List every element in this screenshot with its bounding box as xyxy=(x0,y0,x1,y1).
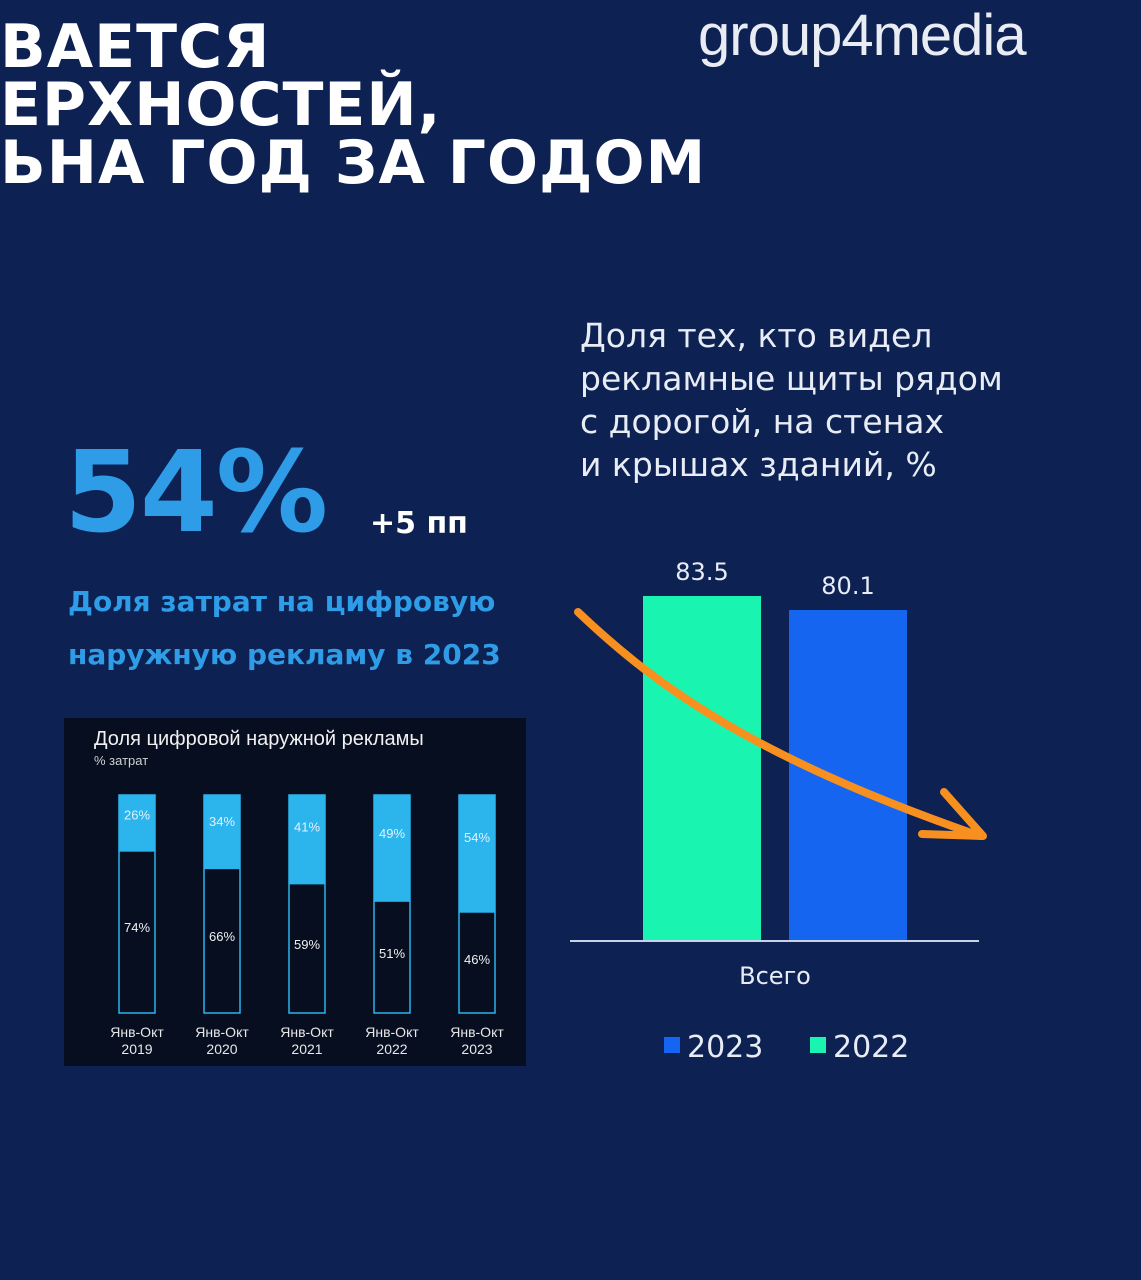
highlight-caption-line-2: наружную рекламу в 2023 xyxy=(68,638,501,671)
category-label: Всего xyxy=(739,962,811,990)
inset-bar-digital-2022 xyxy=(374,795,410,902)
bar-value-label-2022: 83.5 xyxy=(675,558,728,586)
inset-digital-label-2019: 26% xyxy=(124,808,150,823)
page-title: ВАЕТСЯ ЕРХНОСТЕЙ, ЬНА ГОД ЗА ГОДОМ xyxy=(0,12,707,198)
inset-digital-label-2020: 34% xyxy=(209,814,235,829)
inset-x-label-line1-2023: Янв-Окт xyxy=(450,1024,504,1040)
inset-x-label-line2-2020: 2020 xyxy=(206,1041,237,1057)
inset-digital-label-2023: 54% xyxy=(464,830,490,845)
highlight-value: 54% xyxy=(64,428,328,558)
bar-value-label-2023: 80.1 xyxy=(821,572,874,600)
inset-other-label-2020: 66% xyxy=(209,929,235,944)
digital-share-chart-title: Доля цифровой наружной рекламы xyxy=(94,728,424,750)
inset-x-label-line1-2021: Янв-Окт xyxy=(280,1024,334,1040)
billboard-chart-title-line-3: с дорогой, на стенах xyxy=(580,402,945,441)
inset-bar-digital-2019 xyxy=(119,795,155,852)
brand-logo: group4media xyxy=(698,2,1027,69)
legend-label-2023: 2023 xyxy=(687,1030,763,1065)
inset-x-label-line2-2019: 2019 xyxy=(121,1041,152,1057)
title-line-1: ВАЕТСЯ xyxy=(0,12,271,82)
inset-digital-label-2022: 49% xyxy=(379,826,405,841)
inset-x-label-line1-2020: Янв-Окт xyxy=(195,1024,249,1040)
legend-label-2022: 2022 xyxy=(833,1030,909,1065)
bar-2022 xyxy=(643,596,761,940)
title-line-3: ЬНА ГОД ЗА ГОДОМ xyxy=(0,128,707,198)
inset-x-label-line1-2022: Янв-Окт xyxy=(365,1024,419,1040)
inset-other-label-2021: 59% xyxy=(294,937,320,952)
trend-arrowhead-icon xyxy=(918,788,987,840)
legend-swatch-2022 xyxy=(810,1037,826,1053)
billboard-chart-title-line-4: и крышах зданий, % xyxy=(580,445,937,484)
logo-text: group4media xyxy=(698,3,1027,68)
inset-x-label-line2-2022: 2022 xyxy=(376,1041,407,1057)
billboard-chart-title: Доля тех, кто видел рекламные щиты рядом… xyxy=(580,314,1003,486)
inset-other-label-2022: 51% xyxy=(379,946,405,961)
inset-bar-digital-2021 xyxy=(289,795,325,885)
inset-other-label-2023: 46% xyxy=(464,952,490,967)
highlight-delta: +5 пп xyxy=(370,506,468,541)
inset-x-label-line2-2023: 2023 xyxy=(461,1041,492,1057)
billboard-chart-title-line-1: Доля тех, кто видел xyxy=(580,316,933,355)
billboard-chart-title-line-2: рекламные щиты рядом xyxy=(580,359,1003,398)
inset-bar-digital-2023 xyxy=(459,795,495,913)
inset-other-label-2019: 74% xyxy=(124,920,150,935)
title-line-2: ЕРХНОСТЕЙ, xyxy=(0,70,442,140)
inset-x-label-line2-2021: 2021 xyxy=(291,1041,322,1057)
legend-swatch-2023 xyxy=(664,1037,680,1053)
bar-2023 xyxy=(789,610,907,940)
digital-share-chart-subtitle: % затрат xyxy=(94,753,149,768)
inset-bar-digital-2020 xyxy=(204,795,240,870)
trend-arrow-icon xyxy=(574,608,984,840)
highlight-caption-line-1: Доля затрат на цифровую xyxy=(68,585,496,618)
inset-digital-label-2021: 41% xyxy=(294,820,320,835)
inset-x-label-line1-2019: Янв-Окт xyxy=(110,1024,164,1040)
